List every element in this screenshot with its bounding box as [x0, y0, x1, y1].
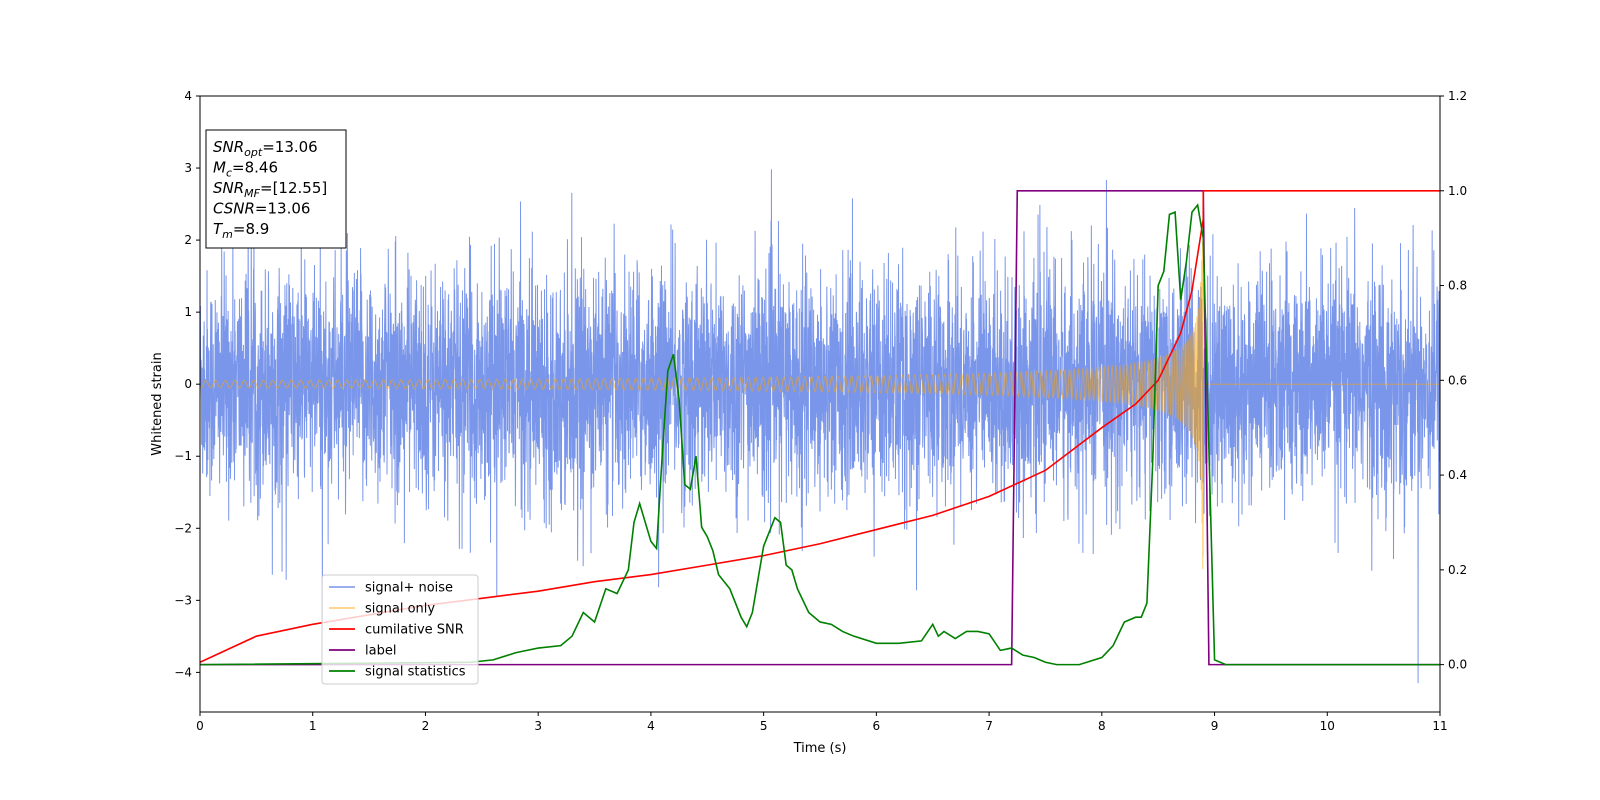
y-left-tick-label: 4 [184, 89, 192, 103]
annotation-line: CSNR=13.06 [213, 200, 310, 218]
annotation-box [205, 129, 347, 249]
stats-annotation: SNRopt=13.06Mc=8.46SNRMF=[12.55]CSNR=13.… [205, 129, 347, 249]
x-tick-label: 7 [985, 719, 993, 733]
x-tick-label: 5 [760, 719, 768, 733]
legend-label: cumilative SNR [365, 623, 464, 638]
series-signal-only [200, 215, 1440, 570]
x-tick-label: 6 [873, 719, 881, 733]
legend: signal+ noise signal only cumilative SNR la… [321, 574, 479, 685]
y-right-tick-label: 0.0 [1448, 658, 1467, 672]
y-left-tick-label: 2 [184, 233, 192, 247]
y-axis-label: Whitened strain [150, 352, 165, 455]
x-tick-label: 2 [422, 719, 430, 733]
plot-frame [199, 95, 1441, 713]
y-left-tick-label: 3 [184, 161, 192, 175]
annotation-line: Mc=8.46 [213, 159, 278, 180]
y-left-tick-label: 1 [184, 305, 192, 319]
x-tick-label: 1 [309, 719, 317, 733]
y-right-tick-label: 0.8 [1448, 279, 1467, 293]
y-right-tick-label: 1.2 [1448, 89, 1467, 103]
x-tick-label: 0 [196, 719, 204, 733]
x-tick-label: 11 [1432, 719, 1447, 733]
y-left-tick-label: −4 [174, 665, 192, 679]
series-signal-noise [200, 169, 1440, 684]
annotation-line: SNRMF=[12.55] [213, 179, 327, 200]
y-right-tick-label: 1.0 [1448, 184, 1467, 198]
series-signal-statistics [200, 203, 1440, 666]
x-tick-label: 10 [1320, 719, 1335, 733]
y-left-tick-label: −1 [174, 449, 192, 463]
annotation-line: Tm=8.9 [213, 220, 269, 241]
y-left-tick-label: 0 [184, 377, 192, 391]
legend-label: label [365, 644, 396, 659]
legend-label: signal+ noise [365, 581, 453, 596]
y-right-tick-label: 0.2 [1448, 563, 1467, 577]
legend-label: signal statistics [365, 665, 466, 680]
annotation-line: SNRopt=13.06 [213, 138, 318, 159]
x-tick-label: 9 [1211, 719, 1219, 733]
y-right-tick-label: 0.6 [1448, 373, 1467, 387]
x-axis-label: Time (s) [793, 741, 847, 756]
x-tick-label: 3 [534, 719, 542, 733]
y-left-tick-label: −2 [174, 521, 192, 535]
y-right-tick-label: 0.4 [1448, 468, 1467, 482]
legend-label: signal only [365, 602, 435, 617]
y-left-tick-label: −3 [174, 593, 192, 607]
x-tick-label: 4 [647, 719, 655, 733]
x-tick-label: 8 [1098, 719, 1106, 733]
legend-box [321, 574, 479, 685]
